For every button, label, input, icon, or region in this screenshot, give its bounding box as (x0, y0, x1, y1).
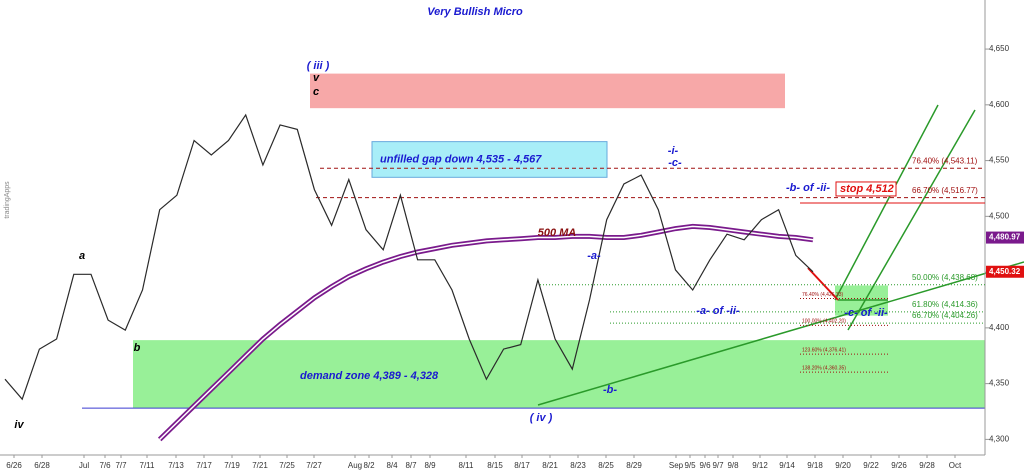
x-tick-label: Oct (949, 461, 962, 470)
watermark: tradingApps (4, 181, 11, 219)
trendline (847, 109, 976, 331)
x-tick-label: 9/18 (807, 461, 823, 470)
fib-label: 76.40% (4,543.11) (912, 156, 978, 165)
zone (310, 73, 785, 109)
fib-label: 61.80% (4,414.36) (912, 300, 978, 309)
y-tick-label: 4,350 (989, 379, 1010, 388)
arrow (807, 267, 839, 301)
annotation: b (134, 342, 141, 354)
x-tick-label: 8/23 (570, 461, 586, 470)
zone (133, 340, 985, 409)
x-tick-label: 9/22 (863, 461, 879, 470)
x-tick-label: 9/14 (779, 461, 795, 470)
x-tick-label: 8/21 (542, 461, 558, 470)
y-tick-label: 4,500 (989, 211, 1010, 220)
x-tick-label: 9/26 (891, 461, 907, 470)
x-tick-label: 8/29 (626, 461, 642, 470)
x-tick-label: 7/25 (279, 461, 295, 470)
x-tick-label: 9/6 (699, 461, 711, 470)
fib-label: 66.70% (4,516.77) (912, 186, 978, 195)
x-tick-label: 7/17 (196, 461, 212, 470)
y-tick-label: 4,400 (989, 323, 1010, 332)
ma-inner (159, 225, 814, 440)
x-tick-label: 9/20 (835, 461, 851, 470)
x-tick-label: 8/15 (487, 461, 503, 470)
x-tick-label: 9/28 (919, 461, 935, 470)
annotation: ( iv ) (530, 412, 553, 424)
x-tick-label: 6/28 (34, 461, 50, 470)
annotation: -c- (668, 157, 682, 169)
x-tick-label: 7/7 (115, 461, 127, 470)
small-fib-label: 123.60% (4,376.41) (802, 348, 846, 354)
price-tag (986, 231, 1024, 244)
zone-label: demand zone 4,389 - 4,328 (300, 370, 439, 382)
annotation: -b- (603, 384, 617, 396)
x-tick-label: 7/6 (99, 461, 111, 470)
x-tick-label: 7/27 (306, 461, 322, 470)
price-line (4, 113, 814, 401)
annotation: 500 MA (538, 227, 577, 239)
small-fib-label: 100.00% (4,402.20) (802, 319, 846, 325)
zone (371, 141, 608, 178)
small-fib-label: 76.40% (4,426.33) (802, 292, 843, 298)
fib-label: 50.00% (4,438.68) (912, 273, 978, 282)
annotation: ( iii ) (307, 60, 330, 72)
x-tick-label: 8/4 (386, 461, 398, 470)
y-tick-label: 4,650 (989, 44, 1010, 53)
stop-box (835, 181, 897, 197)
annotation: -b- of -ii- (786, 182, 830, 194)
x-tick-label: 7/19 (224, 461, 240, 470)
x-tick-label: 7/13 (168, 461, 184, 470)
fib-label: 66.70% (4,404.26) (912, 311, 978, 320)
x-tick-label: 7/21 (252, 461, 268, 470)
x-tick-label: Jul (79, 461, 89, 470)
annotation: iv (14, 419, 24, 431)
x-tick-label: 9/5 (684, 461, 696, 470)
x-tick-label: Sep (669, 461, 684, 470)
x-tick-label: 8/7 (405, 461, 417, 470)
annotation: -a- of -ii- (696, 305, 740, 317)
stop-label: stop 4,512 (840, 183, 894, 195)
trendline (537, 261, 1024, 406)
zone-label: unfilled gap down 4,535 - 4,567 (380, 153, 542, 165)
annotation: -a- (587, 250, 601, 262)
annotation: a (79, 250, 85, 262)
annotation: v (313, 72, 320, 84)
x-tick-label: 8/11 (459, 461, 475, 470)
x-tick-label: 6/26 (6, 461, 22, 470)
x-tick-label: 7/11 (140, 461, 156, 470)
x-tick-label: 8/9 (424, 461, 436, 470)
chart-title: Very Bullish Micro (427, 6, 523, 18)
x-tick-label: 8/2 (363, 461, 375, 470)
small-fib-label: 138.20% (4,360.35) (802, 365, 846, 371)
annotation: -i- (668, 145, 679, 157)
x-tick-label: 9/7 (712, 461, 724, 470)
x-tick-label: 8/25 (598, 461, 614, 470)
x-tick-label: Aug (348, 461, 362, 470)
y-tick-label: 4,550 (989, 156, 1010, 165)
price-tag (986, 265, 1024, 278)
x-tick-label: 9/8 (727, 461, 739, 470)
annotation: -c- of -ii- (844, 307, 888, 319)
x-tick-label: 8/17 (514, 461, 530, 470)
y-tick-label: 4,600 (989, 100, 1010, 109)
price-tag-label: 4,450.32 (989, 267, 1021, 276)
annotation: c (313, 86, 319, 98)
y-tick-label: 4,300 (989, 434, 1010, 443)
x-tick-label: 9/12 (752, 461, 768, 470)
price-tag-label: 4,480.97 (989, 233, 1021, 242)
